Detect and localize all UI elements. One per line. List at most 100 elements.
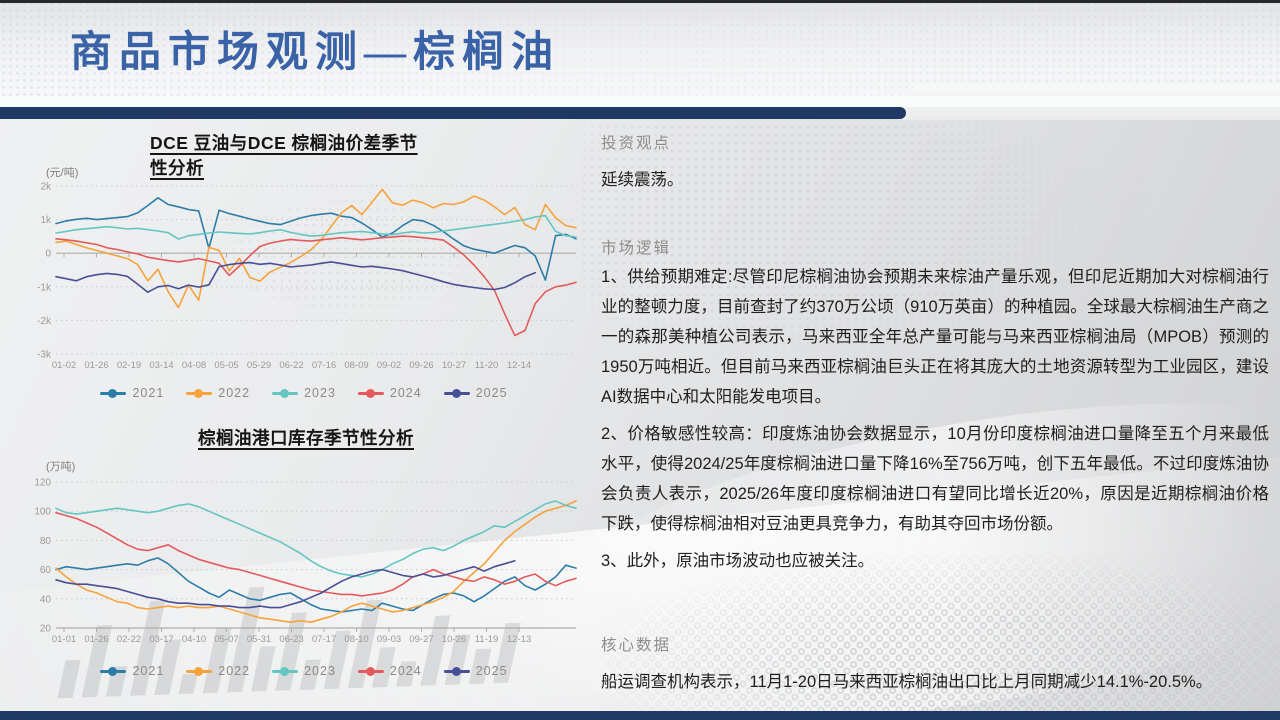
legend-label: 2023 xyxy=(304,386,336,400)
svg-text:09-03: 09-03 xyxy=(377,634,401,645)
legend-item-2021: 2021 xyxy=(100,386,164,400)
market-logic-paragraph-2: 2、价格敏感性较高：印度炼油协会数据显示，10月份印度棕榈油进口量降至五个月来最… xyxy=(601,425,1269,533)
world-map-dots-decoration-left xyxy=(150,165,550,345)
svg-text:0: 0 xyxy=(45,249,51,260)
svg-text:12-14: 12-14 xyxy=(507,360,531,371)
svg-text:60: 60 xyxy=(40,565,52,576)
spread-seasonality-chart: 2k 1k 0 -1k -2k -3k 01-02 01-26 02-19 03-14 04-08 0… xyxy=(26,178,582,378)
legend-marker xyxy=(443,666,470,676)
svg-text:08-10: 08-10 xyxy=(344,634,368,645)
svg-text:01-26: 01-26 xyxy=(84,634,108,645)
svg-text:11-20: 11-20 xyxy=(475,360,499,371)
page-title: 商品市场观测—棕榈油 xyxy=(70,30,561,76)
inventory-chart-legend: 2021 2022 2023 2024 2025 xyxy=(26,664,582,678)
legend-item-2025: 2025 xyxy=(443,664,508,678)
legend-item-2025: 2025 xyxy=(443,386,508,400)
svg-text:05-05: 05-05 xyxy=(214,360,238,371)
spread-chart-legend: 2021 2022 2023 2024 2025 xyxy=(26,386,582,400)
legend-label: 2022 xyxy=(218,386,251,400)
market-logic-paragraph-1: 1、供给预期难定:尽管印尼棕榈油协会预期未来棕油产量乐观，但印尼近期加大对棕榈油… xyxy=(601,268,1269,406)
legend-label: 2023 xyxy=(304,664,336,678)
market-logic-body: 1、供给预期难定:尽管印尼棕榈油协会预期未来棕油产量乐观，但印尼近期加大对棕榈油… xyxy=(601,262,1269,583)
legend-item-2023: 2023 xyxy=(272,386,336,400)
svg-text:02-19: 02-19 xyxy=(117,360,141,371)
svg-text:09-26: 09-26 xyxy=(409,360,433,371)
spread-chart-unit-label: (元/吨) xyxy=(46,167,79,179)
market-logic-paragraph-3: 3、此外，原油市场波动也应被关注。 xyxy=(601,552,875,570)
legend-marker xyxy=(100,666,127,676)
legend-label: 2021 xyxy=(132,664,165,678)
svg-text:06-23: 06-23 xyxy=(279,634,303,645)
legend-marker xyxy=(443,388,470,398)
svg-text:-3k: -3k xyxy=(37,350,52,361)
svg-text:11-19: 11-19 xyxy=(475,634,499,645)
svg-text:2k: 2k xyxy=(40,182,52,193)
svg-text:10-27: 10-27 xyxy=(442,360,466,371)
core-data-heading: 核心数据 xyxy=(601,637,672,654)
svg-text:05-31: 05-31 xyxy=(247,634,271,645)
svg-text:02-22: 02-22 xyxy=(117,634,141,645)
investment-view-body: 延续震荡。 xyxy=(601,171,684,189)
top-edge-line xyxy=(0,0,1280,3)
footer-accent-bar xyxy=(0,711,1280,720)
svg-text:03-17: 03-17 xyxy=(149,634,173,645)
legend-marker xyxy=(272,666,299,676)
svg-text:1k: 1k xyxy=(40,215,52,226)
svg-text:10-26: 10-26 xyxy=(442,634,466,645)
header-dots-decoration xyxy=(0,0,1280,96)
legend-marker xyxy=(357,666,384,676)
svg-text:09-02: 09-02 xyxy=(377,360,401,371)
market-logic-heading: 市场逻辑 xyxy=(601,240,672,257)
legend-marker xyxy=(186,388,213,398)
inventory-chart-unit-label: (万吨) xyxy=(46,461,76,473)
svg-text:09-27: 09-27 xyxy=(409,634,433,645)
svg-text:120: 120 xyxy=(34,478,51,489)
header-white-strip xyxy=(0,96,1280,107)
legend-item-2023: 2023 xyxy=(272,664,336,678)
svg-text:40: 40 xyxy=(40,594,52,605)
legend-label: 2024 xyxy=(389,386,422,400)
svg-text:06-22: 06-22 xyxy=(279,360,303,371)
svg-text:03-14: 03-14 xyxy=(149,360,173,371)
analysis-panel: 投资观点 延续震荡。 市场逻辑 1、供给预期难定:尽管印尼棕榈油协会预期未来棕油… xyxy=(601,0,1269,720)
legend-label: 2021 xyxy=(132,386,165,400)
legend-item-2024: 2024 xyxy=(357,386,422,400)
svg-text:07-17: 07-17 xyxy=(312,634,336,645)
legend-item-2022: 2022 xyxy=(186,386,250,400)
svg-text:80: 80 xyxy=(40,536,52,547)
header-accent-bar xyxy=(0,107,906,119)
core-data-body: 船运调查机构表示，11月1-20日马来西亚棕榈油出口比上月同期减少14.1%-2… xyxy=(601,673,1213,691)
svg-text:01-26: 01-26 xyxy=(84,360,108,371)
svg-text:20: 20 xyxy=(40,624,52,635)
legend-item-2021: 2021 xyxy=(100,664,164,678)
legend-marker xyxy=(272,388,299,398)
legend-marker xyxy=(357,388,384,398)
svg-text:12-13: 12-13 xyxy=(507,634,531,645)
charts-panel: DCE 豆油与DCE 棕榈油价差季节性分析 (元/吨) 2k 1k 0 -1k -2k -… xyxy=(0,120,600,712)
svg-text:05-07: 05-07 xyxy=(214,634,238,645)
investment-view-heading: 投资观点 xyxy=(601,135,672,152)
svg-text:04-10: 04-10 xyxy=(182,634,206,645)
legend-marker xyxy=(186,666,213,676)
legend-item-2022: 2022 xyxy=(186,664,250,678)
legend-label: 2025 xyxy=(475,664,508,678)
inventory-seasonality-chart: 120 100 80 60 40 20 01-01 01-26 02-22 03-17 04-10 0… xyxy=(26,474,582,652)
svg-text:-2k: -2k xyxy=(37,316,52,327)
svg-text:05-29: 05-29 xyxy=(247,360,271,371)
legend-label: 2025 xyxy=(475,386,508,400)
inventory-chart-title: 棕榈油港口库存季节性分析 xyxy=(198,428,414,448)
svg-text:04-08: 04-08 xyxy=(182,360,206,371)
svg-text:100: 100 xyxy=(34,507,51,518)
legend-label: 2024 xyxy=(389,664,422,678)
world-map-dots-decoration xyxy=(580,115,1150,380)
legend-label: 2022 xyxy=(218,664,251,678)
svg-text:08-09: 08-09 xyxy=(344,360,368,371)
svg-text:-1k: -1k xyxy=(37,282,52,293)
spread-chart-title: DCE 豆油与DCE 棕榈油价差季节性分析 xyxy=(150,133,418,179)
hex-dots-decoration xyxy=(600,554,1280,714)
svg-text:07-16: 07-16 xyxy=(312,360,336,371)
svg-text:01-02: 01-02 xyxy=(52,360,76,371)
legend-marker xyxy=(100,388,127,398)
header-band: 商品市场观测—棕榈油 xyxy=(0,0,1280,96)
